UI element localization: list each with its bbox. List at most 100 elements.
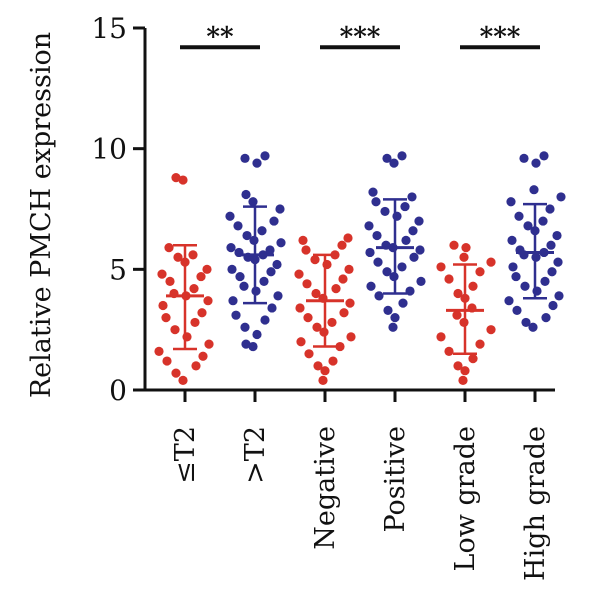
data-point [397,262,407,272]
data-point [512,305,522,315]
data-point [475,339,485,349]
data-point [449,240,459,250]
data-point [528,322,538,332]
data-point [382,267,392,277]
data-point [191,361,201,371]
data-point [407,192,417,202]
data-point [242,230,252,241]
data-point [546,240,556,250]
data-point [313,361,323,371]
data-point [240,322,250,332]
data-point [414,216,424,226]
x-tick-label: Low grade [450,426,481,571]
data-point [257,226,267,236]
data-point [190,317,200,328]
data-point [382,153,392,163]
data-point [364,221,374,231]
data-point [401,235,411,245]
data-point [158,300,168,311]
data-point [252,158,262,168]
data-point [171,173,181,183]
data-point [240,153,250,163]
data-point [311,288,321,299]
data-point [408,226,418,236]
data-point [511,271,521,282]
data-point [161,313,171,323]
data-point [203,296,213,306]
data-point [371,197,381,207]
data-point [197,308,207,318]
data-point [171,368,181,378]
data-point [365,247,375,258]
data-point [296,337,306,347]
data-point [368,187,378,197]
data-point [295,303,305,313]
data-point [389,158,399,168]
data-point [504,296,514,306]
data-point [320,366,330,376]
data-point [531,158,541,168]
data-point [459,252,469,262]
data-point [337,240,347,250]
data-point [339,308,349,318]
data-point [266,267,276,277]
data-point [486,325,496,335]
y-axis-label: Relative PMCH expression [26,32,57,398]
x-tick-label: High grade [520,426,551,581]
data-point [318,375,328,385]
data-point [343,233,353,243]
data-point [225,211,235,221]
data-point [241,339,251,349]
data-point [461,243,471,253]
data-point [344,264,354,274]
data-marks [154,45,566,385]
data-point [241,189,251,200]
data-point [269,216,279,226]
data-point [328,356,338,366]
data-point [198,351,208,361]
data-point [338,274,348,284]
data-point [506,197,516,207]
data-point [460,366,470,376]
data-point [468,354,478,364]
data-point [444,274,454,284]
data-point [294,269,304,279]
data-point [267,303,277,313]
data-point [452,310,462,320]
data-point [547,267,557,277]
significance-label: *** [340,22,381,52]
data-point [553,257,563,267]
data-point [178,375,188,385]
data-point [523,221,533,231]
data-point [486,257,496,267]
data-point [436,262,446,272]
data-point [303,313,313,323]
data-point [541,313,551,323]
data-point [453,361,463,371]
data-point [265,245,275,255]
data-point [248,341,258,352]
x-tick-label: Positive [380,426,411,533]
labels: Relative PMCH expression ≤T2 >T2 Negative P… [26,22,551,581]
data-point [548,300,558,311]
data-point [165,276,175,286]
data-point [259,276,269,286]
data-point [248,197,258,207]
data-point [312,322,322,332]
y-tick-label: 15 [91,12,127,45]
data-point [374,291,384,301]
data-point [301,245,311,255]
x-tick-label: ≤T2 [170,426,201,484]
data-point [173,252,183,262]
data-point [227,264,237,274]
data-point [436,332,446,342]
data-point [380,206,390,217]
data-point [335,341,345,352]
data-point [170,325,180,335]
data-point [388,322,398,332]
data-point [397,151,407,161]
data-point [539,151,549,161]
data-point [273,291,283,301]
